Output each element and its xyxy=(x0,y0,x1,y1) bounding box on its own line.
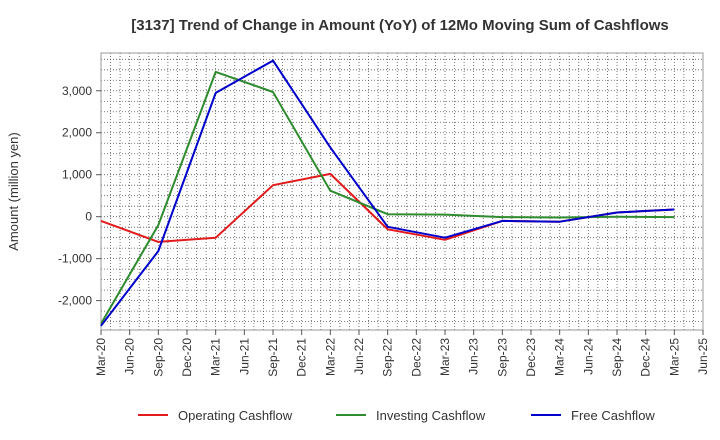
legend-label-free-cashflow: Free Cashflow xyxy=(571,408,655,423)
x-tick-label: Sep-21 xyxy=(266,338,280,377)
y-tick-label: 3,000 xyxy=(62,84,92,98)
y-tick-label: -2,000 xyxy=(58,294,92,308)
legend-label-operating-cashflow: Operating Cashflow xyxy=(178,408,293,423)
x-tick-label: Dec-23 xyxy=(524,338,538,377)
x-tick-label: Dec-24 xyxy=(639,338,653,377)
series-lines xyxy=(100,59,675,327)
x-tick-label: Jun-21 xyxy=(237,338,251,375)
plot-frame xyxy=(100,52,704,331)
x-tick-label: Jun-25 xyxy=(696,338,710,375)
x-tick-label: Dec-21 xyxy=(295,338,309,377)
x-tick-label: Sep-24 xyxy=(610,338,624,377)
free-cashflow-line xyxy=(100,59,675,327)
x-tick-label: Mar-24 xyxy=(553,338,567,376)
y-tick-label: 0 xyxy=(85,210,92,224)
y-tick-label: 2,000 xyxy=(62,126,92,140)
y-axis-title: Amount (million yen) xyxy=(6,132,21,251)
x-axis-ticks: Mar-20 Jun-20 Sep-20 Dec-20 Mar-21 Jun-21 Sep-… xyxy=(94,330,710,377)
investing-cashflow-line xyxy=(100,70,675,325)
x-tick-label: Jun-23 xyxy=(467,338,481,375)
legend: Operating Cashflow Investing Cashflow Free… xyxy=(138,408,655,423)
x-tick-label: Jun-24 xyxy=(581,338,595,375)
x-tick-label: Dec-20 xyxy=(180,338,194,377)
x-tick-label: Mar-20 xyxy=(94,338,108,376)
x-tick-label: Mar-22 xyxy=(323,338,337,376)
x-tick-label: Mar-25 xyxy=(667,338,681,376)
x-tick-label: Sep-23 xyxy=(495,338,509,377)
operating-cashflow-line xyxy=(100,172,675,243)
x-tick-label: Jun-20 xyxy=(123,338,137,375)
x-tick-label: Jun-22 xyxy=(352,338,366,375)
x-tick-label: Mar-23 xyxy=(438,338,452,376)
y-tick-label: 1,000 xyxy=(62,168,92,182)
legend-label-investing-cashflow: Investing Cashflow xyxy=(376,408,486,423)
grid xyxy=(100,53,704,330)
x-tick-label: Sep-20 xyxy=(151,338,165,377)
chart-title: [3137] Trend of Change in Amount (YoY) o… xyxy=(131,17,669,34)
y-axis-ticks: -2,000 -1,000 0 1,000 2,000 3,000 xyxy=(58,84,101,308)
y-tick-label: -1,000 xyxy=(58,252,92,266)
x-tick-label: Sep-22 xyxy=(381,338,395,377)
x-tick-label: Dec-22 xyxy=(409,338,423,377)
x-tick-label: Mar-21 xyxy=(209,338,223,376)
